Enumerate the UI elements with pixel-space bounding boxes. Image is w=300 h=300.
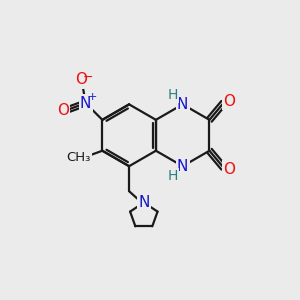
Text: O: O xyxy=(57,103,69,118)
Text: H: H xyxy=(167,88,178,102)
Text: H: H xyxy=(167,169,178,183)
Text: N: N xyxy=(177,97,188,112)
Text: O: O xyxy=(223,94,235,109)
Text: N: N xyxy=(138,195,149,210)
Text: +: + xyxy=(88,92,97,102)
Text: N: N xyxy=(177,159,188,174)
Text: −: − xyxy=(83,70,94,83)
Text: O: O xyxy=(75,72,87,87)
Text: O: O xyxy=(223,162,235,177)
Text: CH₃: CH₃ xyxy=(67,152,91,164)
Text: N: N xyxy=(80,96,92,111)
